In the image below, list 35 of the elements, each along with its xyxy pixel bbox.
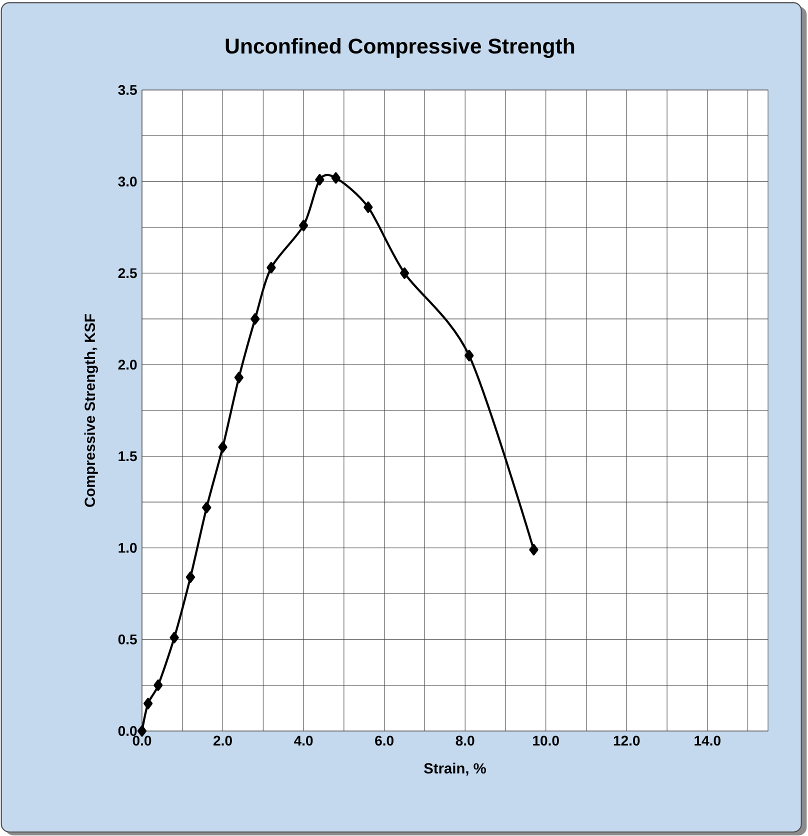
point	[364, 201, 373, 213]
y-tick-label: 1.5	[118, 451, 137, 462]
x-tick-label: 6.0	[375, 736, 394, 746]
point	[154, 679, 163, 691]
y-tick-label: 3.5	[118, 85, 137, 95]
point	[298, 220, 308, 232]
y-tick-label: 3.0	[118, 176, 137, 187]
y-axis-title: Compressive Strength, KSF	[84, 314, 98, 507]
point	[186, 571, 196, 583]
y-tick-label: 2.0	[118, 360, 137, 370]
y-tick-label: 0.5	[118, 634, 137, 644]
x-tick-label: 12.0	[614, 736, 640, 746]
x-tick-label: 4.0	[294, 736, 313, 746]
point	[400, 267, 410, 279]
point	[170, 632, 179, 644]
x-tick-label: 0.0	[132, 736, 152, 746]
y-tick-label: 2.5	[118, 268, 137, 278]
point	[250, 313, 260, 325]
y-tick-label: 1.0	[118, 542, 137, 553]
x-tick-label: 2.0	[214, 736, 232, 746]
point	[143, 698, 153, 710]
chart-title: Unconfined Compressive Strength	[226, 38, 574, 58]
point	[315, 174, 324, 186]
y-tick-label: 0.0	[118, 726, 137, 736]
x-tick-label: 14.0	[694, 736, 720, 746]
point	[266, 262, 276, 274]
point	[331, 172, 340, 184]
x-axis-title: Strain, %	[424, 762, 486, 776]
point	[202, 502, 212, 514]
point	[529, 544, 538, 556]
point	[464, 350, 474, 362]
point	[218, 441, 228, 453]
point	[234, 372, 244, 384]
x-tick-label: 10.0	[533, 736, 559, 746]
x-tick-label: 8.0	[456, 736, 474, 746]
